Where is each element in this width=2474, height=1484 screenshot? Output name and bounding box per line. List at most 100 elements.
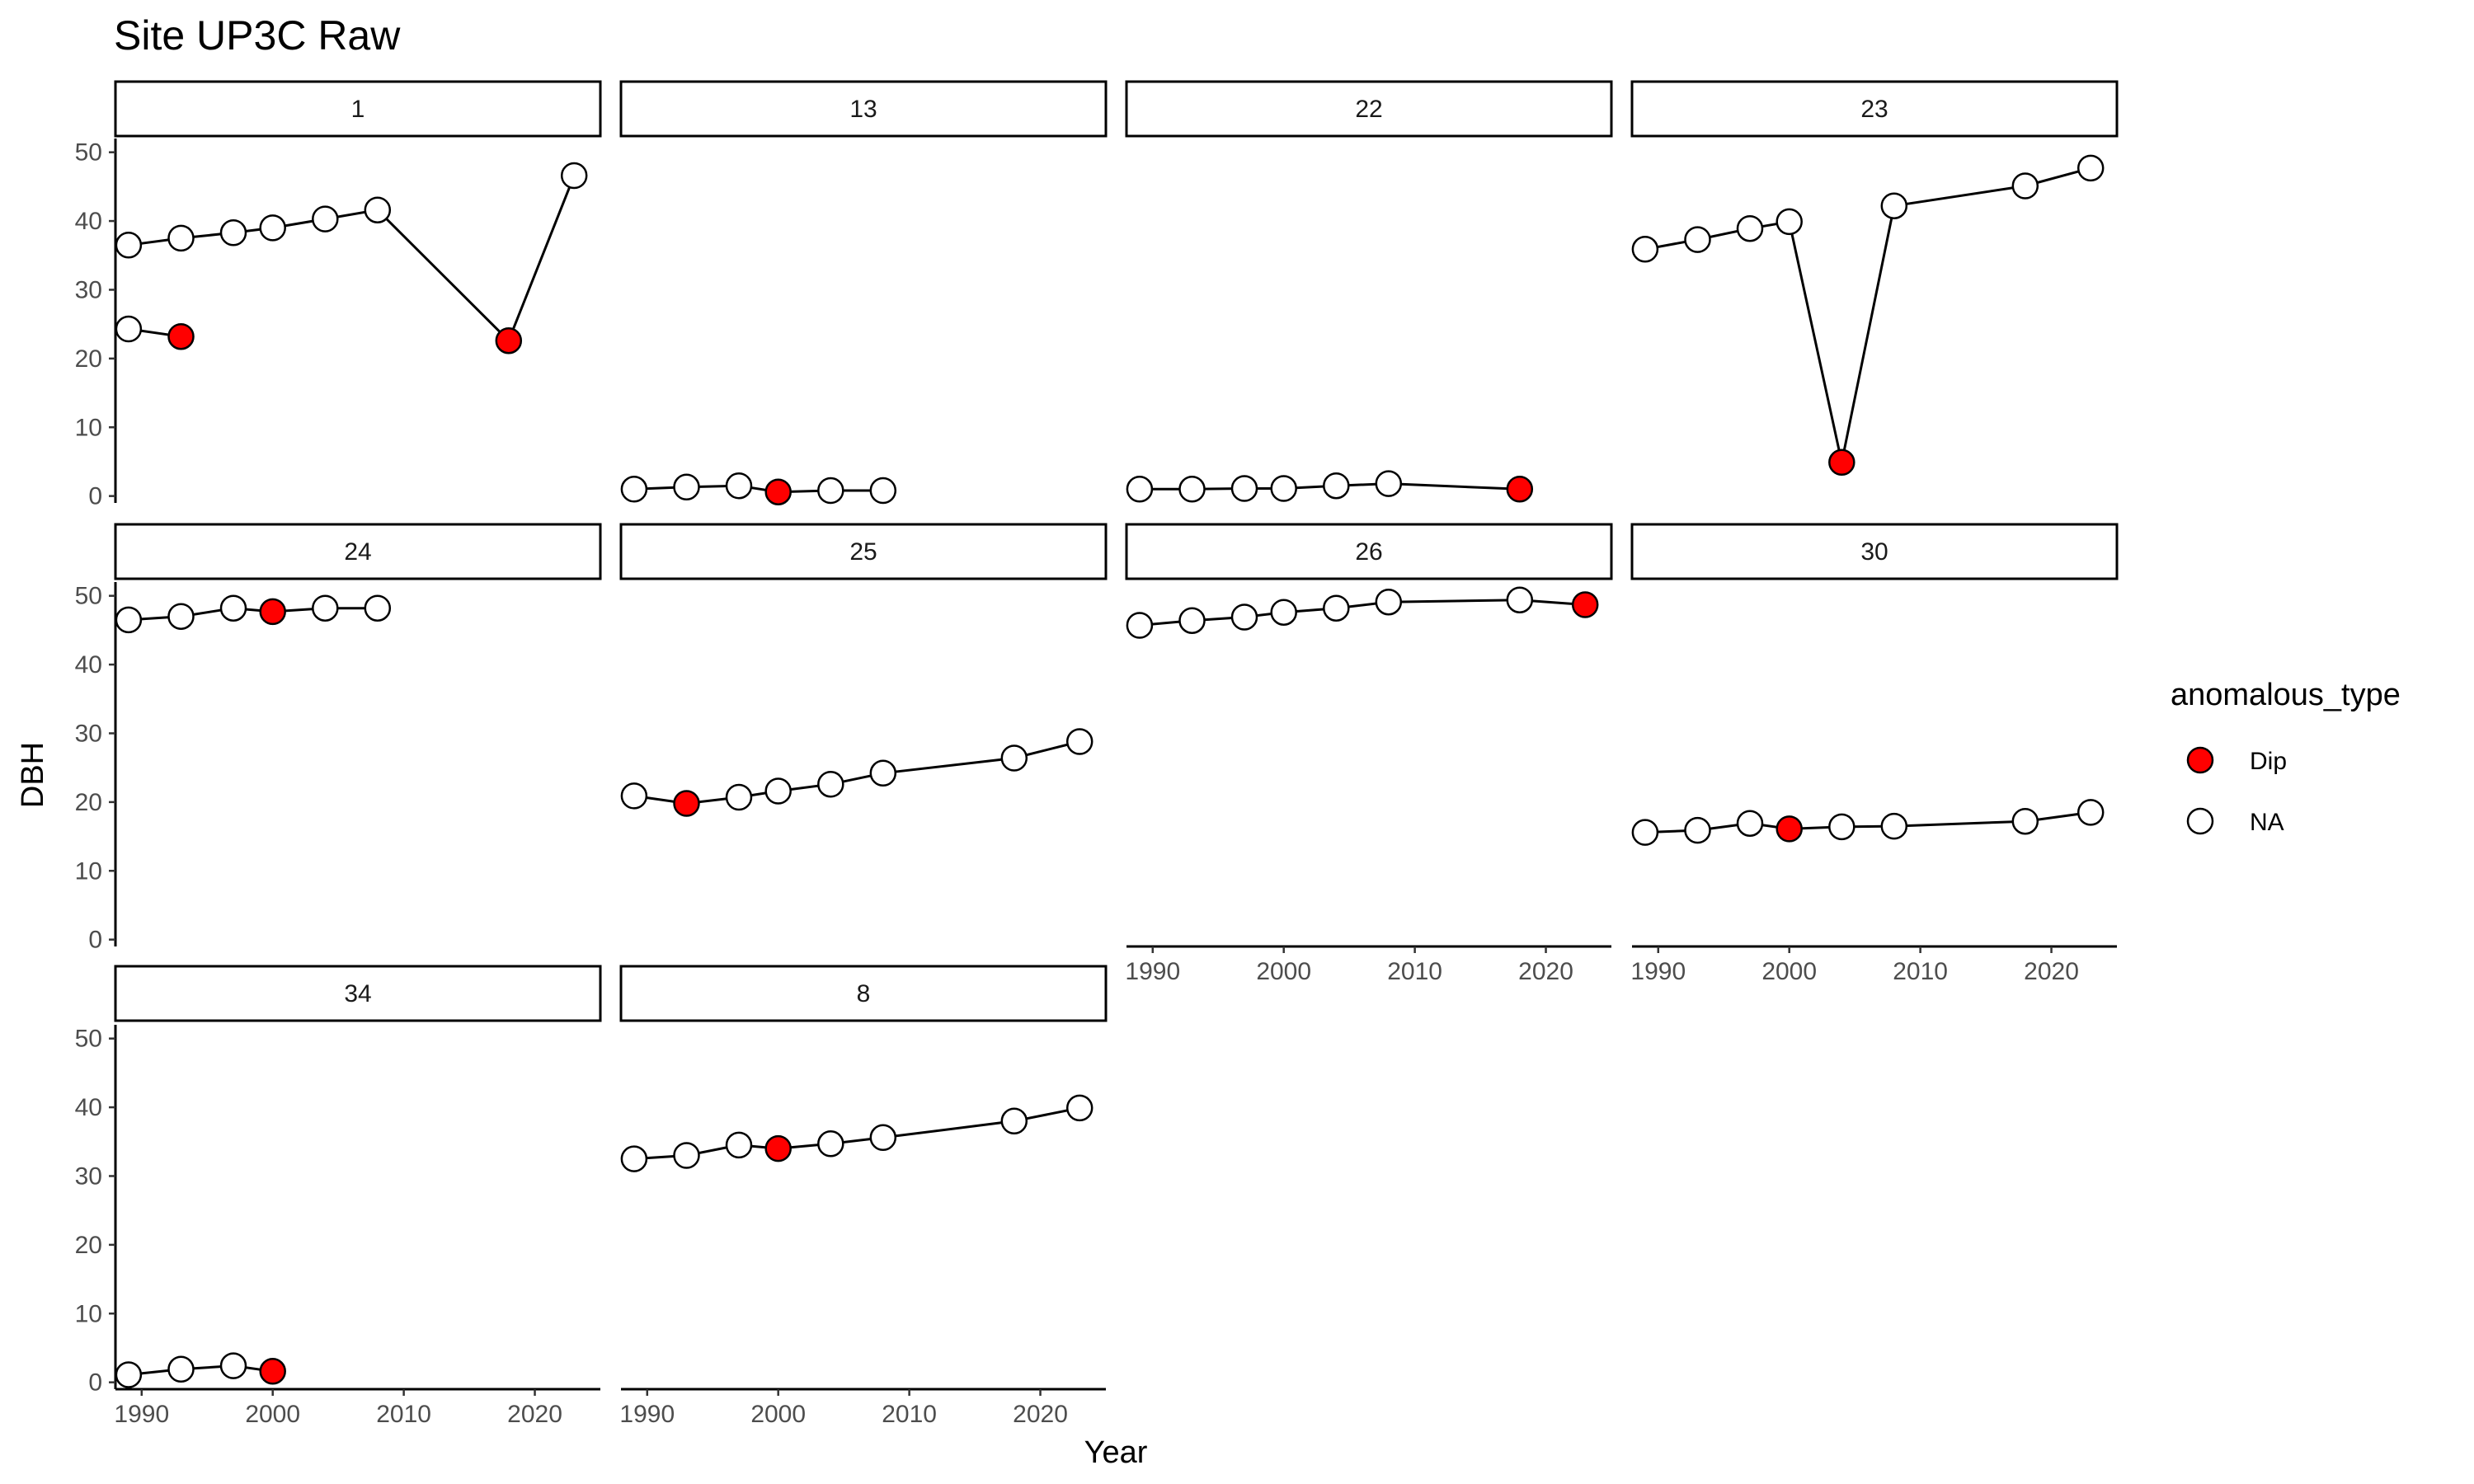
facet-strip-label: 22: [1355, 96, 1382, 123]
data-point-na: [364, 594, 392, 622]
data-point-na: [869, 759, 897, 787]
data-point-dip: [1506, 476, 1534, 503]
facet-strip-label: 24: [344, 538, 371, 566]
data-point-na: [1375, 470, 1403, 497]
data-point-na: [364, 196, 392, 223]
data-point-na: [764, 777, 792, 805]
facet-panel-25: 25: [619, 523, 1108, 817]
data-point-na: [1178, 476, 1206, 503]
data-point-na: [219, 1352, 247, 1379]
facet-panel-13: 13: [619, 80, 1108, 505]
data-point-na: [115, 1361, 143, 1388]
facet-strip-label: 8: [857, 980, 871, 1007]
data-point-na: [1776, 208, 1803, 236]
y-tick-label: 50: [75, 139, 102, 167]
y-tick-label: 20: [75, 789, 102, 816]
x-tick-label: 1990: [1125, 958, 1180, 985]
legend-title: anomalous_type: [2171, 678, 2401, 712]
x-tick-label: 2020: [507, 1401, 562, 1428]
facet-panel-30: 30 1990 2000 2010 2020: [1630, 523, 2119, 985]
data-point-na: [1270, 475, 1297, 502]
data-point-na: [167, 603, 195, 630]
data-point-dip: [1776, 815, 1803, 843]
series-line: [1644, 167, 2091, 463]
data-point-na: [115, 606, 143, 634]
x-axis-title: Year: [1084, 1435, 1148, 1470]
data-point-na: [560, 162, 588, 190]
facet-strip-label: 23: [1860, 96, 1888, 123]
facet-strip-label: 1: [351, 96, 365, 123]
data-point-na: [1126, 476, 1154, 503]
y-tick-label: 30: [75, 720, 102, 747]
data-point-dip: [259, 598, 286, 626]
data-point-na: [1270, 599, 1297, 626]
data-point-na: [115, 315, 143, 343]
legend-label: Dip: [2250, 748, 2287, 775]
y-tick-label: 40: [75, 1094, 102, 1121]
facet-panel-23: 23: [1630, 80, 2119, 477]
data-point-dip: [495, 326, 523, 355]
facet-panel-22: 22: [1125, 80, 1613, 503]
y-axis-title: DBH: [16, 742, 50, 808]
series-line: [128, 607, 378, 622]
y-tick-label: 40: [75, 208, 102, 235]
x-tick-label: 2010: [376, 1401, 431, 1428]
data-point-na: [869, 477, 897, 505]
data-point-na: [1178, 607, 1206, 634]
x-tick-label: 2020: [1013, 1401, 1068, 1428]
data-point-na: [219, 594, 247, 622]
y-tick-label: 0: [88, 1369, 102, 1397]
data-point-na: [620, 782, 648, 810]
data-point-dip: [673, 790, 700, 817]
x-tick-label: 2010: [1387, 958, 1442, 985]
data-point-na: [1684, 226, 1711, 253]
y-tick-label: 10: [75, 857, 102, 885]
facet-strip-26: [1125, 523, 1613, 580]
y-tick-label: 10: [75, 414, 102, 441]
data-point-dip: [1571, 591, 1599, 618]
facet-panel-24: 24 0 10 20 30 40 50: [75, 523, 602, 954]
data-point-na: [2011, 172, 2039, 200]
data-point-na: [115, 232, 143, 259]
data-point-dip: [259, 1358, 286, 1385]
y-tick-label: 50: [75, 583, 102, 610]
series-line: [128, 175, 576, 343]
data-point-na: [167, 1355, 195, 1383]
facet-strip-label: 13: [849, 96, 877, 123]
y-tick-label: 0: [88, 483, 102, 510]
y-tick-label: 30: [75, 276, 102, 303]
facet-strip-13: [619, 80, 1108, 138]
legend: anomalous_type Dip NA: [2171, 678, 2401, 836]
data-point-na: [2077, 799, 2105, 826]
data-point-dip: [167, 322, 195, 350]
data-point-na: [219, 219, 247, 247]
data-point-dip: [764, 1134, 792, 1162]
data-point-na: [725, 472, 753, 500]
y-tick-label: 20: [75, 345, 102, 373]
y-tick-label: 0: [88, 927, 102, 954]
facet-strip-1: [114, 80, 602, 138]
x-tick-label: 2000: [1256, 958, 1311, 985]
facet-strip-30: [1630, 523, 2119, 580]
legend-key-dip: [2186, 746, 2214, 774]
data-point-na: [2011, 807, 2039, 835]
data-point-dip: [1828, 448, 1856, 477]
x-tick-label: 2010: [1893, 958, 1948, 985]
data-point-na: [1631, 819, 1659, 846]
data-point-na: [1000, 744, 1028, 772]
data-point-na: [1323, 594, 1350, 622]
data-point-na: [167, 224, 195, 252]
data-point-na: [1375, 588, 1403, 616]
facet-strip-22: [1125, 80, 1613, 138]
data-point-na: [673, 473, 700, 501]
facet-strip-label: 26: [1355, 538, 1382, 566]
facet-panel-26: 26 1990 2000 2010 2020: [1125, 523, 1613, 985]
data-point-na: [1736, 214, 1764, 242]
data-point-na: [1506, 586, 1534, 613]
legend-key-na: [2186, 807, 2214, 835]
x-tick-label: 2000: [245, 1401, 300, 1428]
data-point-na: [620, 476, 648, 503]
legend-label: NA: [2250, 809, 2284, 836]
